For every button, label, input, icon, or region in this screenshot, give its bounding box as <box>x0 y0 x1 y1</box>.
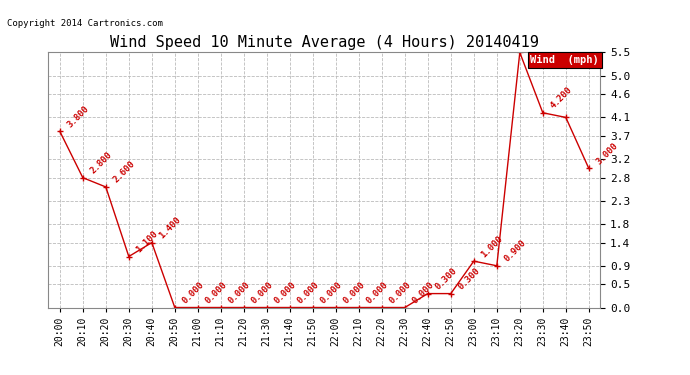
Text: 0.000: 0.000 <box>342 280 366 305</box>
Text: 0.000: 0.000 <box>364 280 390 305</box>
Text: 0.000: 0.000 <box>249 280 275 305</box>
Text: 0.000: 0.000 <box>204 280 228 305</box>
Text: Wind  (mph): Wind (mph) <box>531 55 599 65</box>
Text: 0.300: 0.300 <box>456 266 482 291</box>
Text: 1.100: 1.100 <box>135 229 159 254</box>
Text: 0.000: 0.000 <box>295 280 321 305</box>
Text: 1.400: 1.400 <box>157 215 183 240</box>
Text: 0.000: 0.000 <box>226 280 252 305</box>
Text: 2.800: 2.800 <box>88 150 114 176</box>
Text: 2.600: 2.600 <box>111 159 137 185</box>
Text: 0.000: 0.000 <box>387 280 413 305</box>
Text: 0.000: 0.000 <box>411 280 435 305</box>
Text: 4.200: 4.200 <box>549 85 573 111</box>
Text: 0.000: 0.000 <box>318 280 344 305</box>
Title: Wind Speed 10 Minute Average (4 Hours) 20140419: Wind Speed 10 Minute Average (4 Hours) 2… <box>110 35 539 50</box>
Text: 0.300: 0.300 <box>433 266 459 291</box>
Text: 3.000: 3.000 <box>594 141 620 166</box>
Text: 1.000: 1.000 <box>480 234 504 259</box>
Text: 0.000: 0.000 <box>180 280 206 305</box>
Text: Copyright 2014 Cartronics.com: Copyright 2014 Cartronics.com <box>7 19 163 28</box>
Text: 0.000: 0.000 <box>273 280 297 305</box>
Text: 0.900: 0.900 <box>502 238 528 264</box>
Text: 3.800: 3.800 <box>66 104 90 129</box>
